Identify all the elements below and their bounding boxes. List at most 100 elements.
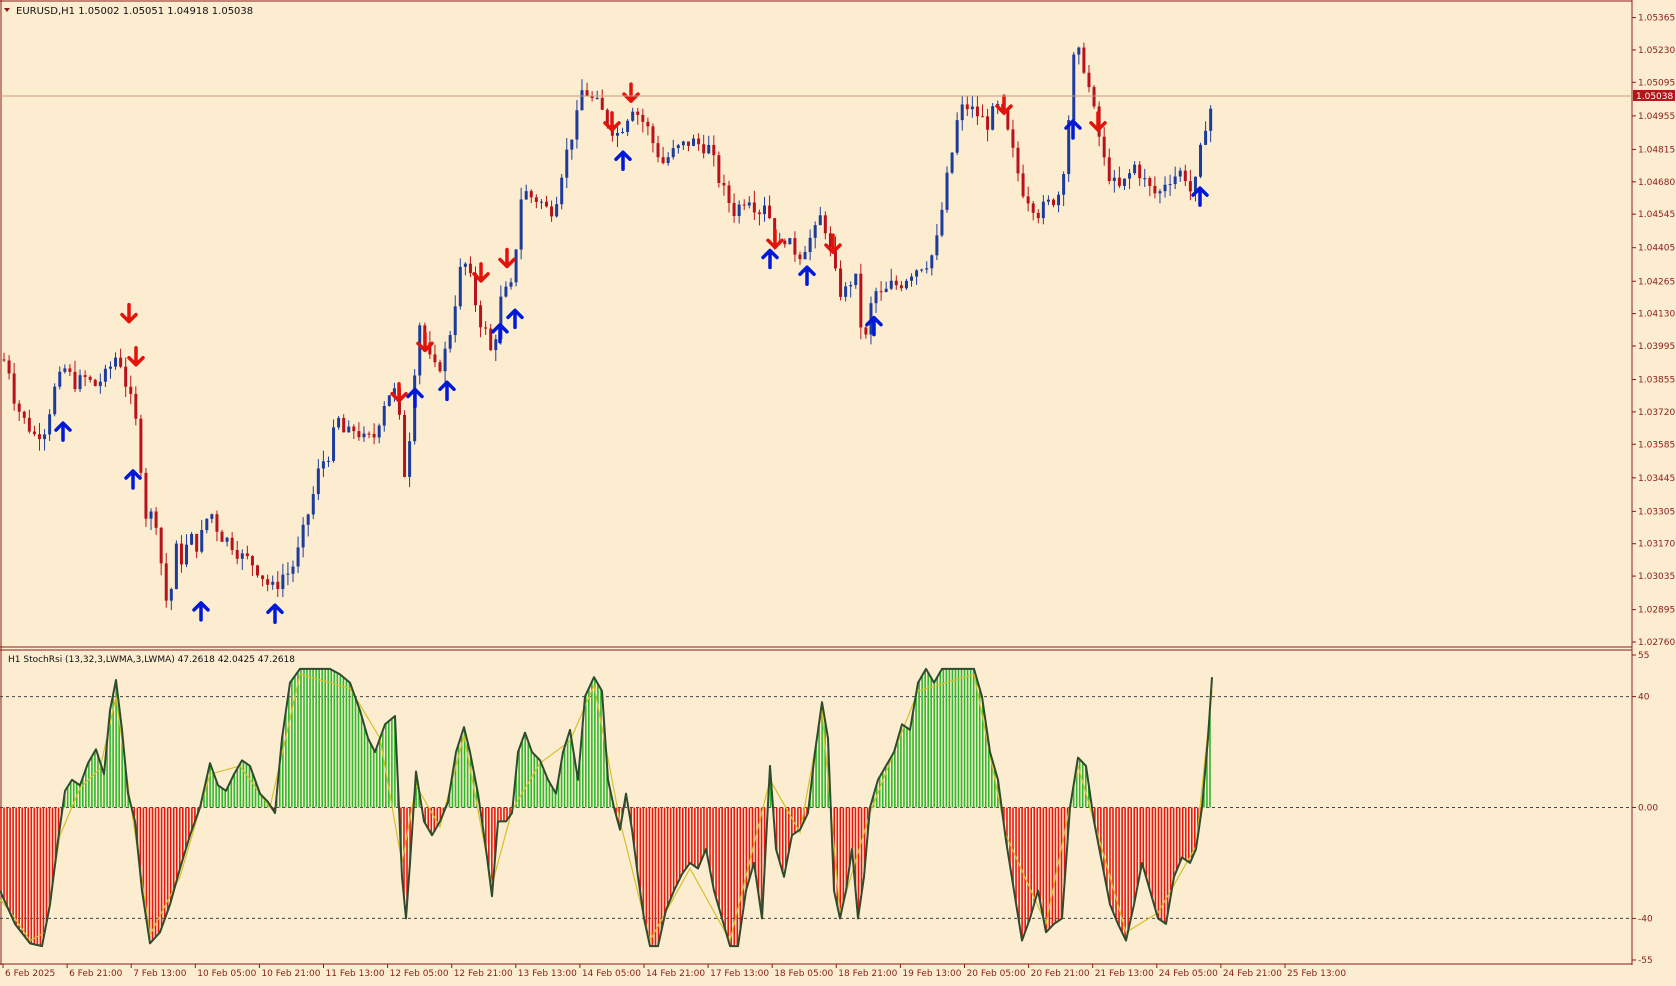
candle-body (281, 574, 285, 590)
price-axis: 1.05365 1.05230 1.05095 1.04955 1.04815 1.046… (1632, 14, 1675, 648)
candle-body (626, 120, 630, 132)
candle-body (935, 235, 939, 256)
candle-body (544, 201, 548, 207)
candle (281, 563, 285, 598)
candle-body (357, 431, 361, 438)
up-arrow-icon (491, 323, 509, 344)
candle-body (159, 527, 163, 564)
candle-body (266, 579, 270, 585)
candle (377, 423, 381, 444)
candle (844, 282, 848, 302)
candle-body (387, 395, 391, 406)
candle (134, 386, 138, 426)
down-arrow-shape (766, 228, 784, 250)
candle-body (1112, 177, 1116, 182)
candle (681, 140, 685, 150)
candle (808, 229, 812, 261)
candle-body (83, 375, 87, 377)
candle-body (301, 524, 305, 548)
candle (1036, 209, 1040, 224)
up-arrow-shape (798, 265, 816, 287)
up-arrow-icon (1064, 119, 1082, 140)
candle-body (590, 95, 594, 98)
candle (392, 382, 396, 402)
candle (1026, 186, 1030, 212)
candle-body (813, 225, 817, 238)
candlestick-plot (2, 42, 1213, 611)
candle-body (1138, 164, 1142, 179)
indicator-axis-label: -55 (1638, 956, 1653, 966)
candle-body (428, 342, 432, 355)
candle-body (22, 411, 26, 418)
indicator-axis-label: 0.00 (1638, 804, 1658, 814)
chart-menu-triangle-icon[interactable] (4, 8, 10, 12)
candle (210, 513, 214, 524)
up-arrow-shape (406, 387, 424, 409)
candle (763, 196, 766, 222)
candle (230, 532, 234, 556)
candle-body (68, 368, 72, 372)
candle (707, 135, 711, 155)
candle-body (306, 514, 310, 525)
candle (529, 189, 533, 204)
candle-body (489, 328, 493, 351)
price-axis-label: 1.03720 (1638, 408, 1675, 418)
candle-body (768, 205, 772, 219)
down-arrow-icon (472, 262, 490, 283)
candle-body (1006, 110, 1010, 130)
candle (544, 195, 548, 208)
candle-body (504, 286, 508, 297)
candle (17, 400, 21, 422)
candle-body (960, 104, 964, 121)
candle (894, 275, 898, 290)
candle (757, 209, 761, 226)
candle-body (879, 291, 883, 293)
price-axis-label: 1.04955 (1638, 112, 1675, 122)
current-price-marker: 1.05038 (1633, 89, 1675, 102)
candle-body (88, 376, 92, 380)
main-chart-panel[interactable] (0, 0, 1632, 648)
candle (930, 254, 934, 276)
candle-body (737, 204, 741, 216)
candle-body (1153, 185, 1157, 194)
candle-body (7, 360, 11, 374)
candle-body (1168, 184, 1172, 186)
candle (88, 375, 92, 383)
candle-body (332, 427, 336, 461)
candle-body (975, 106, 979, 117)
candle (727, 180, 731, 213)
candle-body (250, 556, 254, 566)
candle (925, 261, 929, 274)
up-arrow-icon (798, 265, 816, 287)
candle (114, 352, 118, 370)
candle (692, 134, 696, 147)
candle-body (154, 511, 158, 528)
candle (179, 535, 183, 573)
up-arrow-shape (614, 150, 632, 171)
candle (783, 238, 787, 248)
down-arrow-icon (390, 381, 408, 403)
stochrsi-plot[interactable] (0, 667, 1632, 948)
candle-body (965, 104, 969, 110)
candle (991, 102, 995, 131)
candle-body (261, 575, 265, 580)
candle-body (48, 414, 52, 435)
time-axis-label: 14 Feb 05:00 (582, 969, 641, 979)
candle (752, 190, 756, 220)
candle-body (920, 269, 924, 271)
candle-body (1148, 178, 1152, 186)
candle (342, 414, 346, 433)
candle (1087, 65, 1091, 93)
candle (580, 79, 584, 111)
candle-body (392, 388, 396, 396)
candle (732, 193, 736, 223)
candle-body (352, 426, 356, 432)
candle (448, 330, 452, 353)
candle (1057, 191, 1061, 213)
candle (884, 281, 888, 293)
candle-body (539, 201, 543, 203)
candle-body (1072, 54, 1076, 121)
candle-body (823, 215, 827, 234)
candle (149, 508, 153, 531)
